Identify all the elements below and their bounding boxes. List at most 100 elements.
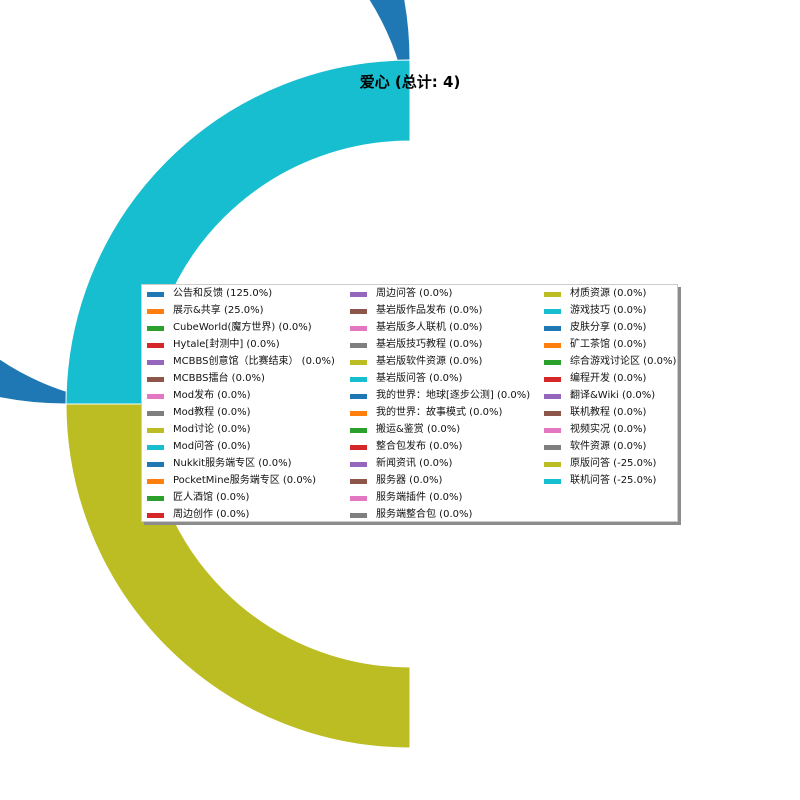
legend-label: Mod教程 (0.0%) <box>173 407 251 418</box>
legend-label: 我的世界：地球[逐步公测] (0.0%) <box>376 390 531 401</box>
legend-label: MCBBS创意馆（比赛结束） (0.0%) <box>173 356 335 367</box>
legend-item: 综合游戏讨论区 (0.0%) <box>544 354 676 370</box>
legend-label: 整合包发布 (0.0%) <box>376 441 463 452</box>
legend-item: 服务端整合包 (0.0%) <box>350 507 472 523</box>
legend-item: 联机问答 (-25.0%) <box>544 473 656 489</box>
legend-swatch <box>350 427 367 433</box>
legend-label: 服务端整合包 (0.0%) <box>376 509 473 520</box>
legend-label: Hytale[封测中] (0.0%) <box>173 339 280 350</box>
legend-item: 视频实况 (0.0%) <box>544 422 646 438</box>
legend-swatch <box>147 444 164 450</box>
legend-swatch <box>147 342 164 348</box>
legend-item: 基岩版技巧教程 (0.0%) <box>350 337 482 353</box>
legend-item: 翻译&Wiki (0.0%) <box>544 388 655 404</box>
legend-label: 联机问答 (-25.0%) <box>570 475 657 486</box>
legend-item: Nukkit服务端专区 (0.0%) <box>147 456 292 472</box>
legend-swatch <box>147 308 164 314</box>
legend-label: 基岩版软件资源 (0.0%) <box>376 356 483 367</box>
legend-item: 基岩版问答 (0.0%) <box>350 371 462 387</box>
legend-label: 我的世界：故事模式 (0.0%) <box>376 407 503 418</box>
legend-swatch <box>544 359 561 365</box>
legend-item: 周边问答 (0.0%) <box>350 286 452 302</box>
legend-label: 服务器 (0.0%) <box>376 475 443 486</box>
legend-swatch <box>350 478 367 484</box>
legend-item: Mod教程 (0.0%) <box>147 405 250 421</box>
legend-item: MCBBS创意馆（比赛结束） (0.0%) <box>147 354 335 370</box>
legend-item: Mod讨论 (0.0%) <box>147 422 250 438</box>
legend-label: Mod问答 (0.0%) <box>173 441 251 452</box>
legend-item: 服务器 (0.0%) <box>350 473 442 489</box>
legend-item: 我的世界：地球[逐步公测] (0.0%) <box>350 388 530 404</box>
legend-swatch <box>350 461 367 467</box>
legend-label: 软件资源 (0.0%) <box>570 441 647 452</box>
legend-swatch <box>544 325 561 331</box>
legend-label: 周边创作 (0.0%) <box>173 509 250 520</box>
legend-swatch <box>544 410 561 416</box>
legend-item: PocketMine服务端专区 (0.0%) <box>147 473 316 489</box>
legend-swatch <box>147 291 164 297</box>
legend-label: 联机教程 (0.0%) <box>570 407 647 418</box>
legend-swatch <box>350 410 367 416</box>
legend-item: MCBBS擂台 (0.0%) <box>147 371 265 387</box>
legend-label: 服务端插件 (0.0%) <box>376 492 463 503</box>
legend-item: 原版问答 (-25.0%) <box>544 456 656 472</box>
legend-item: 基岩版软件资源 (0.0%) <box>350 354 482 370</box>
chart-title: 爱心 (总计: 4) <box>359 73 461 91</box>
legend-item: 基岩版作品发布 (0.0%) <box>350 303 482 319</box>
legend-label: MCBBS擂台 (0.0%) <box>173 373 265 384</box>
legend-swatch <box>350 393 367 399</box>
legend-swatch <box>350 512 367 518</box>
legend-swatch <box>350 495 367 501</box>
legend-swatch <box>350 444 367 450</box>
legend-label: 搬运&鉴赏 (0.0%) <box>376 424 461 435</box>
chart-legend: 公告和反馈 (125.0%) 展示&共享 (25.0%) CubeWorld(魔方世… <box>141 284 678 522</box>
legend-label: 编程开发 (0.0%) <box>570 373 647 384</box>
legend-swatch <box>544 427 561 433</box>
legend-item: Mod问答 (0.0%) <box>147 439 250 455</box>
legend-label: PocketMine服务端专区 (0.0%) <box>173 475 317 486</box>
legend-label: 基岩版作品发布 (0.0%) <box>376 305 483 316</box>
legend-swatch <box>350 376 367 382</box>
legend-label: 游戏技巧 (0.0%) <box>570 305 647 316</box>
legend-swatch <box>544 291 561 297</box>
legend-swatch <box>147 495 164 501</box>
legend-label: 材质资源 (0.0%) <box>570 288 647 299</box>
legend-item: 我的世界：故事模式 (0.0%) <box>350 405 502 421</box>
legend-label: 翻译&Wiki (0.0%) <box>570 390 656 401</box>
legend-item: 编程开发 (0.0%) <box>544 371 646 387</box>
legend-label: Nukkit服务端专区 (0.0%) <box>173 458 292 469</box>
legend-item: 软件资源 (0.0%) <box>544 439 646 455</box>
legend-label: 新闻资讯 (0.0%) <box>376 458 453 469</box>
legend-item: 游戏技巧 (0.0%) <box>544 303 646 319</box>
legend-label: CubeWorld(魔方世界) (0.0%) <box>173 322 312 333</box>
legend-item: 矿工茶馆 (0.0%) <box>544 337 646 353</box>
legend-swatch <box>350 342 367 348</box>
legend-label: 原版问答 (-25.0%) <box>570 458 657 469</box>
legend-swatch <box>350 359 367 365</box>
legend-label: 矿工茶馆 (0.0%) <box>570 339 647 350</box>
legend-swatch <box>147 325 164 331</box>
legend-item: 材质资源 (0.0%) <box>544 286 646 302</box>
legend-swatch <box>147 512 164 518</box>
legend-swatch <box>544 461 561 467</box>
legend-label: Mod讨论 (0.0%) <box>173 424 251 435</box>
legend-swatch <box>147 359 164 365</box>
legend-label: 基岩版问答 (0.0%) <box>376 373 463 384</box>
legend-swatch <box>350 325 367 331</box>
legend-item: Hytale[封测中] (0.0%) <box>147 337 280 353</box>
legend-swatch <box>350 291 367 297</box>
legend-item: 新闻资讯 (0.0%) <box>350 456 452 472</box>
legend-swatch <box>147 461 164 467</box>
legend-label: 基岩版技巧教程 (0.0%) <box>376 339 483 350</box>
legend-label: 基岩版多人联机 (0.0%) <box>376 322 483 333</box>
legend-item: 联机教程 (0.0%) <box>544 405 646 421</box>
legend-item: 基岩版多人联机 (0.0%) <box>350 320 482 336</box>
legend-swatch <box>147 376 164 382</box>
legend-swatch <box>544 444 561 450</box>
legend-item: 服务端插件 (0.0%) <box>350 490 462 506</box>
legend-item: Mod发布 (0.0%) <box>147 388 250 404</box>
legend-swatch <box>544 308 561 314</box>
legend-item: 公告和反馈 (125.0%) <box>147 286 272 302</box>
legend-label: 视频实况 (0.0%) <box>570 424 647 435</box>
legend-item: 周边创作 (0.0%) <box>147 507 249 523</box>
